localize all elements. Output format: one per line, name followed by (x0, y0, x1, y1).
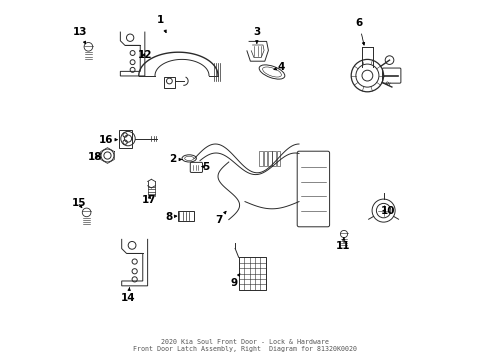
Text: 6: 6 (355, 18, 365, 45)
Text: 12: 12 (138, 50, 152, 60)
Text: 4: 4 (274, 62, 285, 72)
Text: 2020 Kia Soul Front Door - Lock & Hardware
Front Door Latch Assembly, Right  Dia: 2020 Kia Soul Front Door - Lock & Hardwa… (133, 339, 357, 352)
Bar (119, 130, 132, 148)
Bar (272, 151, 276, 166)
Text: 15: 15 (72, 198, 86, 208)
Text: 17: 17 (142, 195, 156, 205)
Text: 8: 8 (166, 212, 177, 222)
Text: 13: 13 (73, 27, 88, 44)
Bar (268, 151, 271, 166)
Bar (259, 151, 263, 166)
Text: 5: 5 (202, 162, 209, 172)
Bar (264, 151, 268, 166)
Text: 11: 11 (336, 238, 350, 251)
Text: 14: 14 (121, 287, 136, 303)
Text: 16: 16 (99, 135, 118, 145)
Bar (177, 211, 194, 221)
Text: 18: 18 (88, 152, 102, 162)
Text: 1: 1 (157, 15, 166, 33)
Bar (164, 77, 175, 88)
Text: 10: 10 (381, 206, 395, 216)
Text: 3: 3 (253, 27, 261, 43)
Text: 9: 9 (230, 274, 240, 288)
Text: 2: 2 (170, 154, 182, 165)
Text: 7: 7 (215, 211, 226, 225)
Bar (277, 151, 280, 166)
